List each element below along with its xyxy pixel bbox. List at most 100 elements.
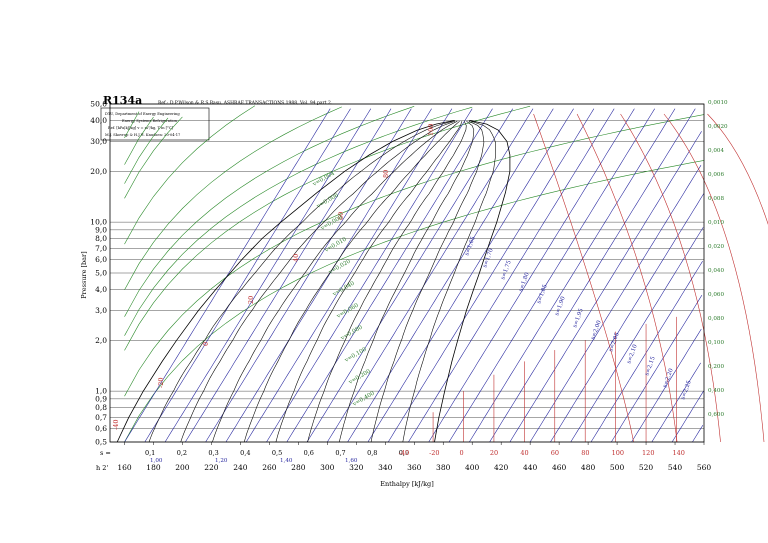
isentrope-label-2: s=1,75 — [500, 259, 513, 280]
isochore-7 — [124, 106, 473, 336]
isochore-right-label-3: 0,006 — [708, 172, 724, 178]
isentrope-14 — [408, 108, 615, 443]
isentrope-23 — [590, 261, 703, 443]
isentrope-2 — [164, 108, 372, 443]
quality-line-9 — [402, 120, 496, 443]
isotherm-bottom-label-9: 140 — [672, 449, 684, 457]
quality-line-5 — [275, 121, 463, 443]
y-tick-label-7: 3,0 — [95, 306, 107, 315]
y-tick-label-10: 6,0 — [95, 255, 107, 264]
isochore-right-label-2: 0,004 — [708, 148, 724, 154]
isochore-3 — [124, 116, 183, 199]
y-tick-label-8: 4,0 — [95, 285, 107, 294]
y-tick-label-9: 5,0 — [95, 269, 107, 278]
y-tick-label-5: 1,0 — [95, 387, 107, 396]
isentrope-27 — [671, 391, 704, 443]
y-tick-label-4: 0,9 — [95, 394, 107, 403]
isentrope-16 — [448, 108, 655, 443]
isentrope-15 — [428, 108, 635, 443]
x-corner-label: h 2' — [96, 464, 108, 472]
quality-label-0: 0,1 — [145, 449, 155, 457]
y-tick-label-1: 0,6 — [95, 424, 107, 433]
isentrope-24 — [611, 294, 703, 443]
info-line-4: M.J. Skovrup & H.J.H. Knudsen: 20-04-17 — [105, 133, 181, 137]
isochore-2 — [124, 117, 169, 184]
isotherm-bottom-label-2: 0 — [460, 449, 464, 457]
y-tick-label-14: 10,0 — [90, 218, 107, 227]
info-box: DTU, Department of Energy Engineering En… — [100, 107, 210, 141]
isentrope-8 — [286, 108, 493, 443]
isochore-1 — [124, 116, 154, 165]
x-tick-label-6: 280 — [291, 463, 306, 472]
x-axis-label: Enthalpy [kJ/kg] — [380, 480, 434, 488]
quality-label-6: 0,7 — [335, 449, 345, 457]
isochore-right-label-9: 0,080 — [708, 316, 724, 322]
isentrope-5 — [225, 108, 432, 443]
x-tick-label-13: 420 — [494, 463, 509, 472]
isotherm-arc-1 — [576, 113, 678, 443]
x-tick-label-4: 240 — [233, 463, 248, 472]
isochore-right-label-5: 0,010 — [708, 220, 724, 226]
quality-line-8 — [370, 120, 485, 443]
quality-label-1: 0,2 — [177, 449, 187, 457]
y-tick-label-16: 30,0 — [90, 137, 107, 146]
isochore-right-label-10: 0,100 — [708, 340, 724, 346]
y-tick-label-13: 9,0 — [95, 225, 107, 234]
y-tick-label-0: 0,5 — [95, 438, 107, 447]
isotherm-arc-4 — [707, 113, 768, 225]
isentrope-19 — [509, 131, 702, 443]
y-tick-label-12: 8,0 — [95, 234, 107, 243]
x-tick-label-18: 520 — [639, 463, 654, 472]
isochore-right-label-7: 0,040 — [708, 268, 724, 274]
isotherm-bottom-label-7: 100 — [612, 449, 624, 457]
quality-label-2: 0,3 — [208, 449, 218, 457]
entropy-bottom-label-1: 1,20 — [215, 458, 228, 464]
isochore-9 — [124, 114, 705, 397]
x-tick-label-12: 400 — [465, 463, 480, 472]
isochore-left-label-7: v=0,080 — [339, 324, 364, 342]
x-tick-label-17: 500 — [610, 463, 625, 472]
curve-labels: 0,1 0,2 0,3 0,4 0,5 0,6 0,7 0,8 0,9 1,00 1,20 1,40 1… — [112, 100, 728, 464]
isentrope-label-4: s=1,85 — [536, 283, 549, 304]
entropy-bottom-label-3: 1,60 — [345, 458, 358, 464]
x-tick-label-16: 480 — [581, 463, 596, 472]
isotherm-inside-label-7: 100 — [427, 124, 435, 136]
y-tick-label-2: 0,7 — [95, 413, 107, 422]
entropy-bottom-label-2: 1,40 — [280, 458, 293, 464]
isentrope-label-7: s=2,00 — [590, 319, 603, 340]
y-tick-label-15: 20,0 — [90, 167, 107, 176]
saturated-vapor-line — [434, 120, 511, 443]
info-line-1: DTU, Department of Energy Engineering — [105, 112, 180, 116]
property-curves — [116, 105, 768, 443]
isochore-right-label-8: 0,060 — [708, 292, 724, 298]
y-tick-label-17: 40,0 — [90, 116, 107, 125]
saturated-liquid-line — [116, 120, 455, 443]
x-tick-label-2: 200 — [175, 463, 190, 472]
entropy-bottom-label-0: 1,00 — [150, 458, 163, 464]
isotherm-bottom-label-3: 20 — [490, 449, 498, 457]
y-axis-label: Pressure [bar] — [80, 251, 88, 298]
quality-label-3: 0,4 — [240, 449, 250, 457]
isentrope-label-12: s=2,25 — [680, 379, 693, 400]
quality-line-2 — [180, 120, 456, 443]
isentrope-label-8: s=2,05 — [608, 331, 621, 352]
isentrope-label-5: s=1,90 — [554, 295, 567, 316]
isentrope-0 — [124, 108, 331, 443]
y-tick-label-11: 7,0 — [95, 244, 107, 253]
isentrope-3 — [185, 108, 392, 443]
isochore-5 — [124, 106, 342, 291]
isentrope-label-9: s=2,10 — [626, 343, 639, 364]
isochore-left-label-4: v=0,020 — [327, 258, 352, 276]
grid — [110, 103, 705, 445]
y-tick-label-6: 2,0 — [95, 336, 107, 345]
isentrope-9 — [306, 108, 513, 443]
x-tick-label-5: 260 — [262, 463, 277, 472]
chart-source: Ref.: D.P.Wilson & R.S.Basu, ASHRAE TRAN… — [158, 100, 333, 106]
quality-line-1 — [148, 120, 453, 443]
x-tick-label-0: 160 — [117, 463, 132, 472]
x-tick-label-15: 460 — [552, 463, 567, 472]
s-label: s = — [100, 449, 111, 457]
isentrope-label-11: s=2,20 — [662, 367, 675, 388]
isochore-right-label-12: 0,400 — [708, 388, 724, 394]
